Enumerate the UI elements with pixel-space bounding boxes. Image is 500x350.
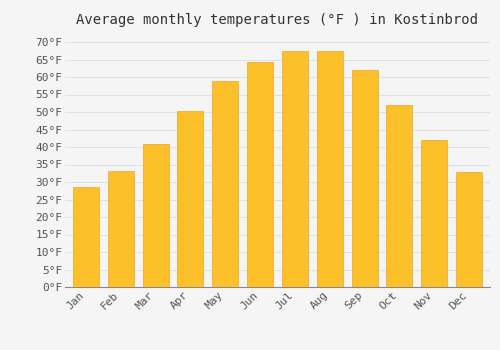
Bar [178,111,204,287]
Bar [142,144,169,287]
Bar [282,51,308,287]
Bar [316,51,343,287]
Bar [456,172,482,287]
Bar [212,80,238,287]
Bar [247,62,273,287]
Bar [73,187,99,287]
Bar [421,140,448,287]
Title: Average monthly temperatures (°F ) in Kostinbrod: Average monthly temperatures (°F ) in Ko… [76,13,478,27]
Bar [108,171,134,287]
Bar [386,105,412,287]
Bar [352,70,378,287]
